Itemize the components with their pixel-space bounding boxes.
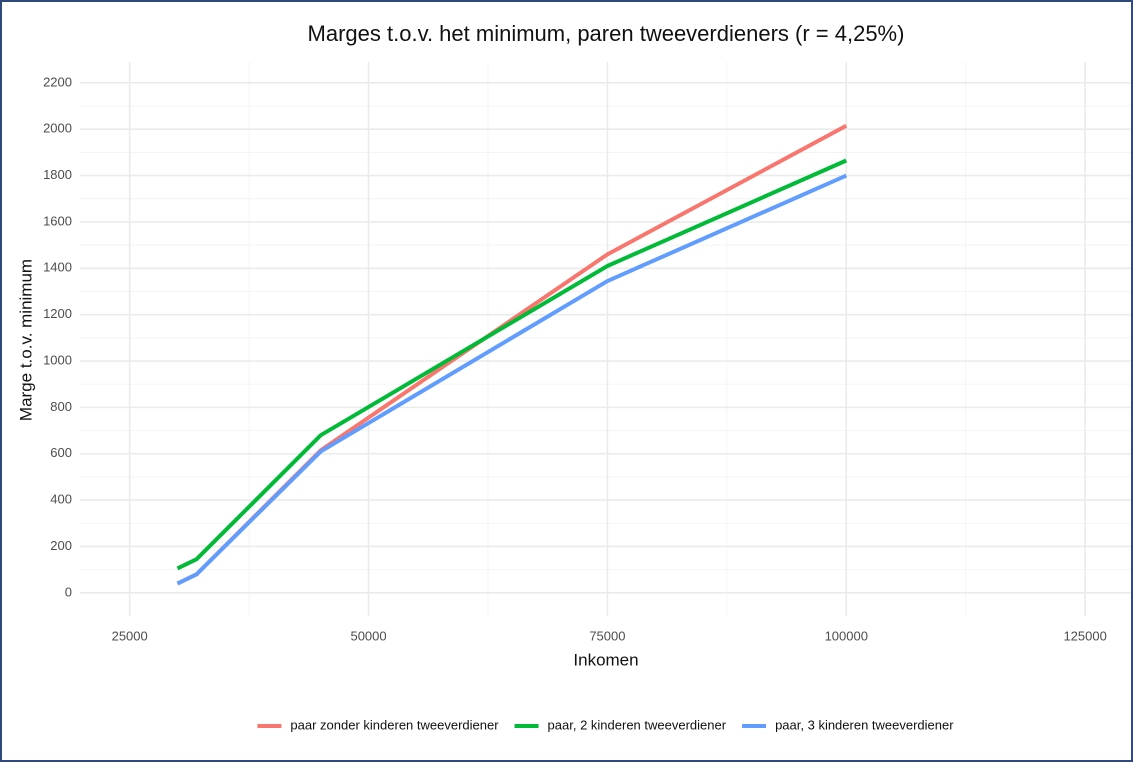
series-line <box>176 173 848 586</box>
x-axis-title: Inkomen <box>573 650 638 669</box>
legend-label: paar zonder kinderen tweeverdiener <box>290 717 499 732</box>
y-tick-label: 1400 <box>43 260 72 275</box>
y-tick-label: 1800 <box>43 167 72 182</box>
legend-label: paar, 3 kinderen tweeverdiener <box>775 717 954 732</box>
x-tick-label: 100000 <box>825 628 868 643</box>
y-tick-label: 2200 <box>43 74 72 89</box>
y-tick-label: 400 <box>50 492 72 507</box>
legend-item: paar zonder kinderen tweeverdiener <box>257 717 499 732</box>
y-tick-label: 1000 <box>43 352 72 367</box>
x-tick-label: 125000 <box>1063 628 1106 643</box>
chart-title: Marges t.o.v. het minimum, paren tweever… <box>308 21 905 46</box>
x-tick-label: 50000 <box>350 628 386 643</box>
legend-item: paar, 2 kinderen tweeverdiener <box>514 717 727 732</box>
x-tick-label: 25000 <box>112 628 148 643</box>
legend-item: paar, 3 kinderen tweeverdiener <box>742 717 954 732</box>
y-tick-label: 0 <box>65 584 72 599</box>
series-line <box>176 158 848 571</box>
y-tick-label: 200 <box>50 538 72 553</box>
x-tick-label: 75000 <box>589 628 625 643</box>
legend-label: paar, 2 kinderen tweeverdiener <box>548 717 727 732</box>
y-tick-label: 1600 <box>43 213 72 228</box>
legend: paar zonder kinderen tweeverdiener paar, … <box>257 717 954 732</box>
y-tick-label: 600 <box>50 445 72 460</box>
y-axis-title: Marge t.o.v. minimum <box>16 259 35 421</box>
y-tick-label: 1200 <box>43 306 72 321</box>
y-tick-label: 800 <box>50 399 72 414</box>
y-tick-label: 2000 <box>43 121 72 136</box>
